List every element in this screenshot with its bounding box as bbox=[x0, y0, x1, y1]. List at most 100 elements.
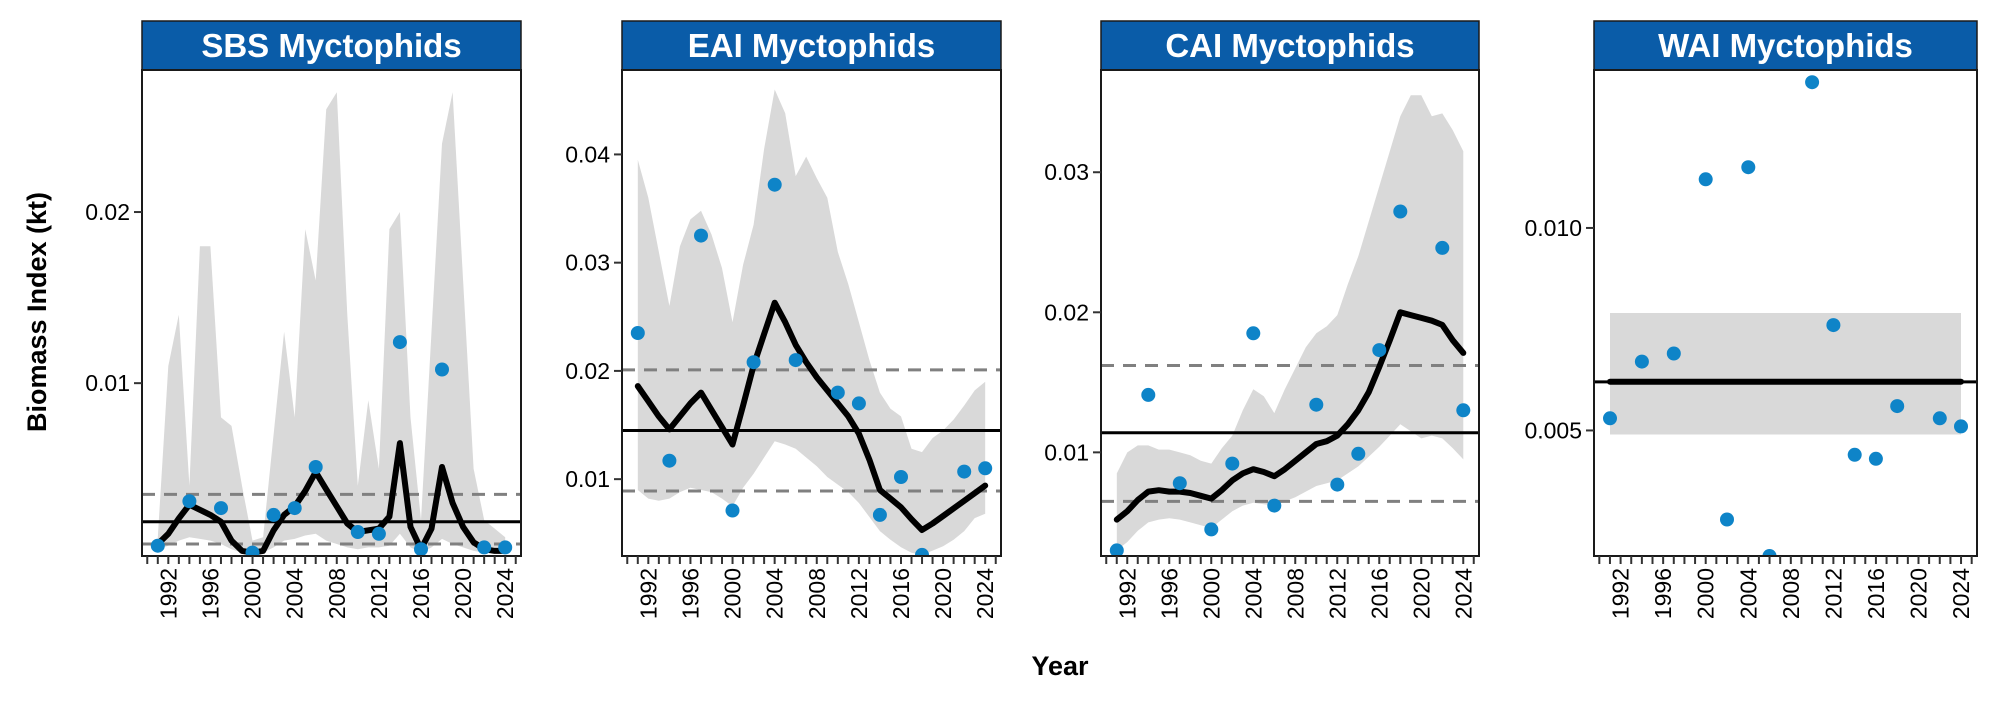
data-point bbox=[830, 385, 845, 400]
data-point bbox=[1741, 160, 1756, 175]
x-tick-label: 2020 bbox=[1408, 568, 1434, 619]
x-tick-label: 1992 bbox=[1608, 568, 1634, 619]
y-tick-label: 0.005 bbox=[1524, 417, 1582, 443]
x-tick-label: 2016 bbox=[1366, 568, 1392, 619]
x-tick-label: 2024 bbox=[1948, 568, 1974, 619]
x-tick-label: 2000 bbox=[1198, 568, 1224, 619]
y-tick-label: 0.02 bbox=[1044, 299, 1089, 325]
data-point bbox=[1868, 451, 1883, 466]
plot-area bbox=[1101, 95, 1479, 556]
confidence-ribbon bbox=[1116, 95, 1464, 551]
data-point bbox=[978, 461, 993, 476]
x-tick-label: 2012 bbox=[1820, 568, 1846, 619]
x-tick-label: 2004 bbox=[762, 568, 788, 619]
x-tick-label: 2008 bbox=[804, 568, 830, 619]
data-point bbox=[308, 460, 323, 474]
data-point bbox=[1456, 403, 1471, 418]
data-point bbox=[1720, 512, 1734, 527]
x-axis-title: Year bbox=[1031, 651, 1089, 681]
data-point bbox=[1435, 240, 1450, 255]
data-point bbox=[851, 396, 866, 411]
data-point bbox=[182, 494, 197, 509]
x-tick-label: 1992 bbox=[1114, 568, 1140, 619]
x-tick-label: 2012 bbox=[366, 568, 392, 619]
data-point bbox=[1267, 498, 1282, 513]
x-tick-label: 2020 bbox=[930, 568, 956, 619]
data-point bbox=[1890, 399, 1905, 414]
x-tick-label: 2012 bbox=[846, 568, 872, 619]
panel-border bbox=[621, 69, 1002, 557]
data-point bbox=[266, 507, 281, 522]
x-tick-label: 2024 bbox=[1450, 568, 1476, 619]
panel-strip bbox=[1593, 20, 1978, 71]
x-tick-label: 1996 bbox=[677, 568, 703, 619]
data-point bbox=[694, 228, 708, 243]
panel-title: EAI Myctophids bbox=[688, 27, 936, 64]
data-point bbox=[1954, 419, 1968, 434]
y-tick-label: 0.010 bbox=[1524, 215, 1582, 241]
data-point bbox=[1762, 549, 1777, 556]
y-tick-label: 0.01 bbox=[565, 466, 610, 492]
panel-1: SBS Myctophids 0.01 0.02 1992 1996 2000 2004 20… bbox=[85, 20, 522, 619]
data-point bbox=[392, 335, 407, 350]
data-point bbox=[957, 464, 972, 479]
panel-border bbox=[141, 69, 522, 557]
panel-title: CAI Myctophids bbox=[1165, 27, 1414, 64]
data-point bbox=[1141, 387, 1156, 402]
data-point bbox=[1666, 346, 1681, 361]
data-point bbox=[1634, 354, 1649, 369]
data-point bbox=[371, 526, 386, 541]
x-tick-label: 2000 bbox=[240, 568, 266, 619]
data-point bbox=[214, 501, 228, 516]
data-point bbox=[245, 545, 260, 556]
y-tick-label: 0.03 bbox=[1044, 159, 1089, 185]
x-tick-label: 2008 bbox=[1282, 568, 1308, 619]
data-point bbox=[150, 538, 165, 553]
panel-3: CAI Myctophids 0.01 0.02 0.03 1992 1996 2000 20… bbox=[1044, 20, 1480, 619]
plot-area bbox=[142, 92, 521, 556]
x-tick-label: 2000 bbox=[1693, 568, 1719, 619]
data-point bbox=[915, 547, 929, 556]
trend-line bbox=[634, 299, 989, 533]
data-point bbox=[435, 362, 449, 377]
data-point bbox=[1330, 477, 1345, 492]
x-tick-label: 1992 bbox=[155, 568, 181, 619]
panel-title: WAI Myctophids bbox=[1658, 27, 1913, 64]
data-point bbox=[1372, 343, 1387, 358]
y-tick-label: 0.01 bbox=[1044, 439, 1089, 465]
x-tick-label: 2000 bbox=[720, 568, 746, 619]
x-tick-label: 2016 bbox=[1863, 568, 1889, 619]
confidence-ribbon bbox=[157, 92, 506, 555]
y-axis-title: Biomass Index (kt) bbox=[22, 192, 52, 432]
trend-line bbox=[154, 440, 509, 556]
x-tick-label: 2024 bbox=[492, 568, 518, 619]
x-tick-label: 2008 bbox=[324, 568, 350, 619]
y-tick-label: 0.03 bbox=[565, 250, 610, 276]
y-tick-label: 0.02 bbox=[565, 358, 610, 384]
data-point bbox=[1603, 411, 1617, 426]
confidence-ribbon bbox=[637, 89, 986, 555]
data-point bbox=[767, 177, 782, 192]
data-point bbox=[287, 501, 302, 516]
data-point bbox=[1309, 397, 1324, 412]
data-point bbox=[350, 525, 365, 539]
panel-2: EAI Myctophids 0.01 0.02 0.03 0.04 1992 1996 20… bbox=[565, 20, 1002, 619]
x-tick-label: 2012 bbox=[1324, 568, 1350, 619]
trend-line bbox=[1113, 309, 1467, 523]
panels-group: SBS Myctophids 0.01 0.02 1992 1996 2000 2004 20… bbox=[85, 20, 1978, 619]
panel-4: WAI Myctophids 0.005 0.010 1992 1996 2000 2004… bbox=[1524, 20, 1978, 619]
x-tick-label: 2020 bbox=[450, 568, 476, 619]
data-point bbox=[746, 355, 761, 370]
x-tick-label: 2004 bbox=[1735, 568, 1761, 619]
data-point bbox=[1826, 318, 1841, 333]
x-tick-label: 2016 bbox=[888, 568, 914, 619]
data-point bbox=[894, 470, 908, 484]
x-tick-label: 2004 bbox=[1240, 568, 1266, 619]
data-point bbox=[498, 540, 513, 555]
data-point bbox=[662, 453, 677, 468]
x-tick-label: 1996 bbox=[197, 568, 223, 619]
data-point bbox=[872, 507, 887, 522]
data-point bbox=[1172, 476, 1187, 491]
panel-title: SBS Myctophids bbox=[201, 27, 461, 64]
